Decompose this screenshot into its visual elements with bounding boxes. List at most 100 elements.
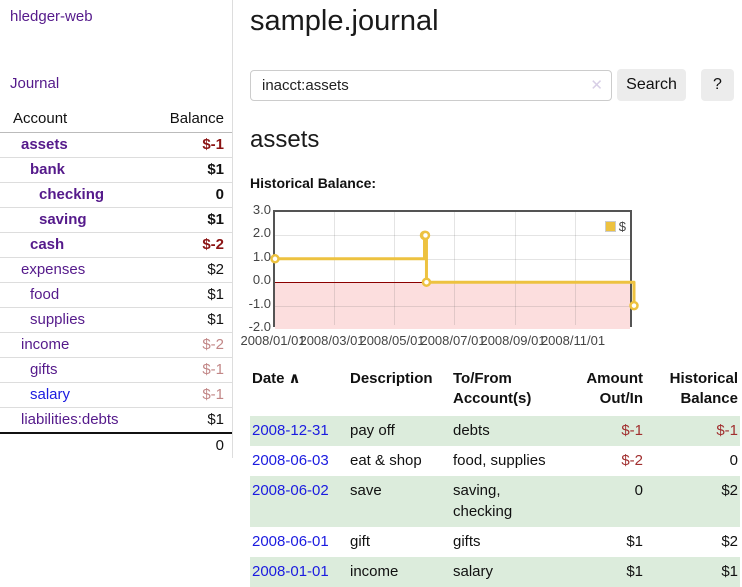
gridline [334, 212, 335, 325]
transaction-description: gift [350, 532, 371, 550]
chart-plot-area[interactable]: $ [270, 210, 639, 329]
register-header-date[interactable]: Date ∧ [252, 370, 301, 387]
account-link-assets[interactable]: assets [21, 136, 68, 153]
search-form: ✕ Search ? [250, 69, 742, 101]
account-row-gifts: gifts $-1 [0, 357, 232, 383]
transaction-amount: $-2 [621, 451, 643, 469]
accounts-total-value: 0 [141, 432, 232, 458]
register-header-row: Date ∧ Description To/From Account(s) Amo… [250, 367, 740, 416]
account-balance: $1 [141, 282, 232, 308]
account-row-checking: checking 0 [0, 182, 232, 208]
register-row: 2008-12-31 pay off debts $-1 $-1 [250, 415, 740, 446]
account-link-expenses[interactable]: expenses [21, 261, 86, 278]
gridline [575, 212, 576, 325]
main-content: sample.journal ✕ Search ? assets Histori… [240, 0, 742, 587]
y-axis-tick: -2.0 [248, 319, 271, 334]
accounts-table: Account Balance assets $-1 bank $1 check… [0, 106, 232, 458]
account-balance: 0 [141, 182, 232, 208]
help-button[interactable]: ? [701, 69, 734, 101]
register-header-amount: Amount Out/In [586, 370, 643, 408]
account-link-supplies[interactable]: supplies [30, 311, 86, 328]
transaction-accounts: gifts [453, 532, 481, 550]
account-link-checking[interactable]: checking [39, 186, 105, 203]
y-axis-tick: 1.0 [252, 249, 271, 264]
account-balance: $-1 [141, 357, 232, 383]
y-axis-tick: -1.0 [248, 296, 271, 311]
account-link-income[interactable]: income [21, 336, 70, 353]
transaction-balance: 0 [729, 451, 738, 469]
accounts-header-account: Account [0, 106, 142, 133]
account-link-cash[interactable]: cash [30, 236, 65, 253]
account-row-liabilities-debts: liabilities:debts $1 [0, 407, 232, 434]
search-input[interactable] [250, 69, 612, 101]
x-axis-tick: 2008/09/01 [480, 333, 546, 348]
account-row-income: income $-2 [0, 332, 232, 358]
clear-search-icon[interactable]: ✕ [590, 76, 603, 94]
account-row-bank: bank $1 [0, 157, 232, 183]
account-link-food[interactable]: food [30, 286, 60, 303]
transaction-accounts: debts [451, 415, 563, 446]
account-link-gifts[interactable]: gifts [30, 361, 58, 378]
transaction-date-link[interactable]: 2008-06-02 [252, 481, 329, 499]
y-axis-tick: 3.0 [252, 202, 271, 217]
transaction-accounts: saving, checking [451, 475, 563, 527]
account-link-saving[interactable]: saving [39, 211, 87, 228]
account-link-salary[interactable]: salary [30, 386, 71, 403]
account-row-assets: assets $-1 [0, 132, 232, 158]
y-axis-tick: 0.0 [252, 272, 271, 287]
transaction-balance: $-1 [645, 415, 740, 446]
account-row-food: food $1 [0, 282, 232, 308]
account-row-cash: cash $-2 [0, 232, 232, 258]
register-header-description: Description [350, 370, 433, 387]
account-balance: $2 [141, 257, 232, 283]
register-header-accounts: To/From Account(s) [453, 370, 532, 408]
transaction-balance: $2 [721, 532, 738, 550]
transaction-description: eat & shop [350, 451, 422, 469]
account-balance: $-1 [141, 382, 232, 408]
x-axis-tick: 2008/07/01 [420, 333, 486, 348]
transaction-date-link[interactable]: 2008-06-03 [252, 451, 329, 469]
account-balance: $-1 [141, 132, 232, 158]
sort-ascending-icon: ∧ [288, 370, 301, 387]
y-axis-tick: 2.0 [252, 225, 271, 240]
historical-balance-chart: 3.0 2.0 1.0 0.0 -1.0 -2.0 $ 2008/01/01 2… [240, 202, 742, 350]
register-row: 2008-06-03 eat & shop food, supplies $-2… [250, 446, 740, 476]
transaction-amount: $1 [563, 556, 645, 587]
negative-region [275, 282, 630, 329]
transaction-date-link[interactable]: 2008-06-01 [252, 532, 329, 550]
accounts-header-balance: Balance [141, 106, 232, 133]
account-balance: $-2 [141, 232, 232, 258]
x-axis-tick: 2008/01/01 [240, 333, 306, 348]
accounts-total-row: 0 [0, 432, 232, 458]
account-heading: assets [250, 126, 320, 153]
transaction-date-link[interactable]: 2008-01-01 [252, 562, 329, 580]
account-link-liabilities-debts[interactable]: liabilities:debts [21, 411, 119, 428]
register-row: 2008-06-01 gift gifts $1 $2 [250, 527, 740, 557]
account-link-bank[interactable]: bank [30, 161, 66, 178]
register-header-balance: Historical Balance [669, 370, 738, 408]
gridline [394, 212, 395, 325]
x-axis-tick: 2008/11/01 [540, 333, 606, 348]
sidebar-item-journal[interactable]: Journal [10, 75, 60, 92]
register-row: 2008-06-02 save saving, checking 0 $2 [250, 475, 740, 527]
app-title-link[interactable]: hledger-web [10, 8, 93, 25]
account-balance: $1 [141, 307, 232, 333]
transaction-description: save [348, 475, 451, 527]
transaction-amount: $1 [626, 532, 643, 550]
account-row-supplies: supplies $1 [0, 307, 232, 333]
register-row: 2008-01-01 income salary $1 $1 [250, 556, 740, 587]
account-balance: $1 [141, 207, 232, 233]
legend-label: $ [618, 219, 626, 234]
transaction-accounts: salary [451, 556, 563, 587]
legend-color-swatch [604, 221, 616, 232]
gridline [275, 235, 630, 236]
register-table: Date ∧ Description To/From Account(s) Amo… [250, 367, 740, 587]
x-axis-tick: 2008/05/01 [359, 333, 425, 348]
x-axis-tick: 2008/03/01 [299, 333, 365, 348]
search-button[interactable]: Search [617, 69, 686, 101]
account-balance: $1 [141, 157, 232, 183]
transaction-date-link[interactable]: 2008-12-31 [252, 421, 329, 439]
transaction-description: pay off [348, 415, 451, 446]
gridline [275, 259, 630, 260]
transaction-description: income [348, 556, 451, 587]
